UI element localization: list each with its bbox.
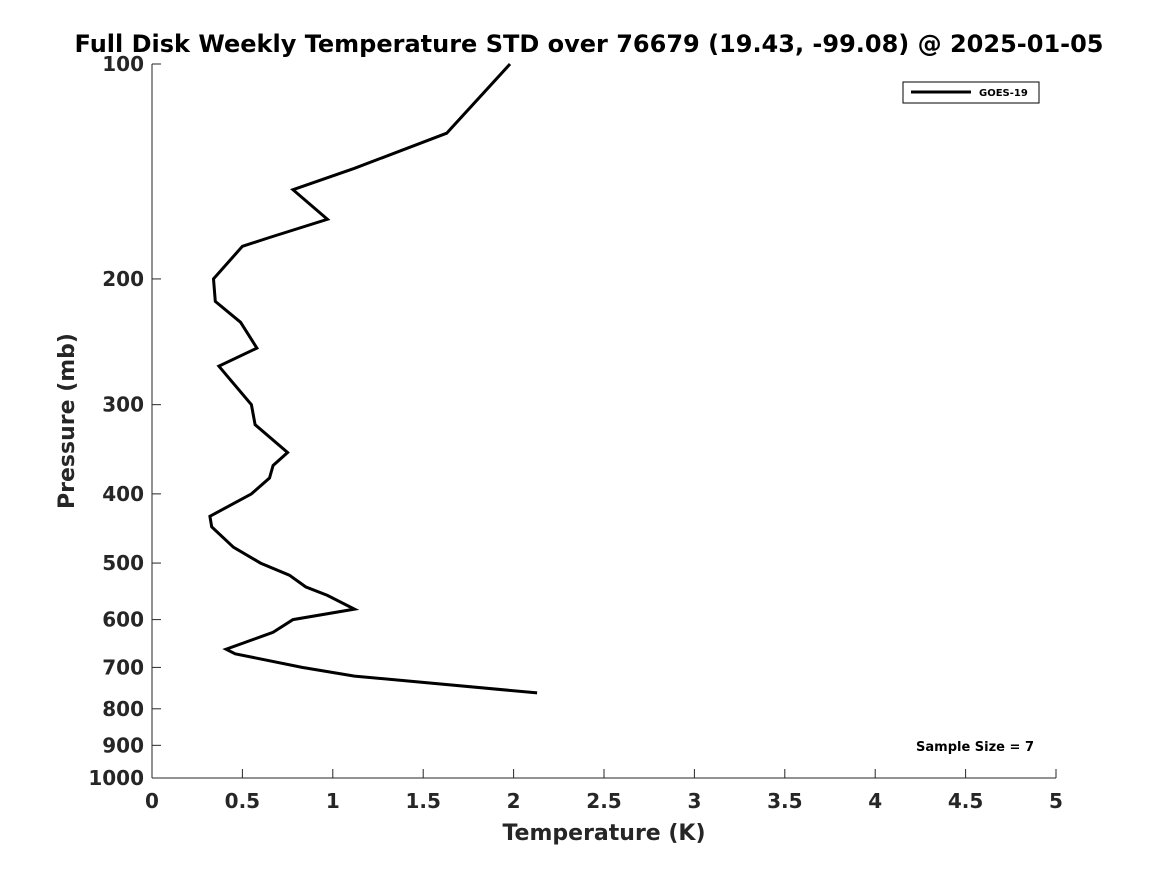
x-axis-ticks: 0 0.5 1 1.5 2 2.5 3 3.5 4 4.5 5: [145, 769, 1063, 813]
x-axis-label: Temperature (K): [502, 821, 705, 846]
y-tick-label: 1000: [88, 766, 144, 790]
y-tick-label: 500: [102, 551, 144, 575]
y-tick-label: 700: [102, 655, 144, 679]
x-tick-label: 1.5: [405, 789, 440, 813]
chart-title: Full Disk Weekly Temperature STD over 76…: [75, 30, 1104, 58]
x-tick-label: 1: [326, 789, 340, 813]
y-tick-label: 400: [102, 482, 144, 506]
y-axis-ticks: 100 200 300 400 500 600 700 800 900 1000: [88, 52, 161, 790]
legend: GOES-19: [902, 81, 1040, 104]
x-tick-label: 3: [687, 789, 701, 813]
y-tick-label: 200: [102, 267, 144, 291]
series-line-goes-19: [208, 62, 538, 695]
x-tick-label: 0: [145, 789, 159, 813]
y-tick-label: 900: [102, 733, 144, 757]
y-tick-label: 100: [102, 52, 144, 76]
x-tick-label: 2: [507, 789, 521, 813]
series-layer: [208, 62, 538, 695]
x-tick-label: 4: [868, 789, 882, 813]
y-tick-label: 800: [102, 697, 144, 721]
y-tick-label: 600: [102, 608, 144, 632]
y-axis-label: Pressure (mb): [55, 333, 80, 509]
sample-size-note: Sample Size = 7: [916, 740, 1034, 755]
x-tick-label: 0.5: [225, 789, 260, 813]
x-tick-label: 4.5: [948, 789, 983, 813]
x-tick-label: 3.5: [767, 789, 802, 813]
y-tick-label: 300: [102, 393, 144, 417]
legend-label-goes-19: GOES-19: [979, 88, 1028, 99]
x-tick-label: 2.5: [586, 789, 621, 813]
x-tick-label: 5: [1049, 789, 1063, 813]
